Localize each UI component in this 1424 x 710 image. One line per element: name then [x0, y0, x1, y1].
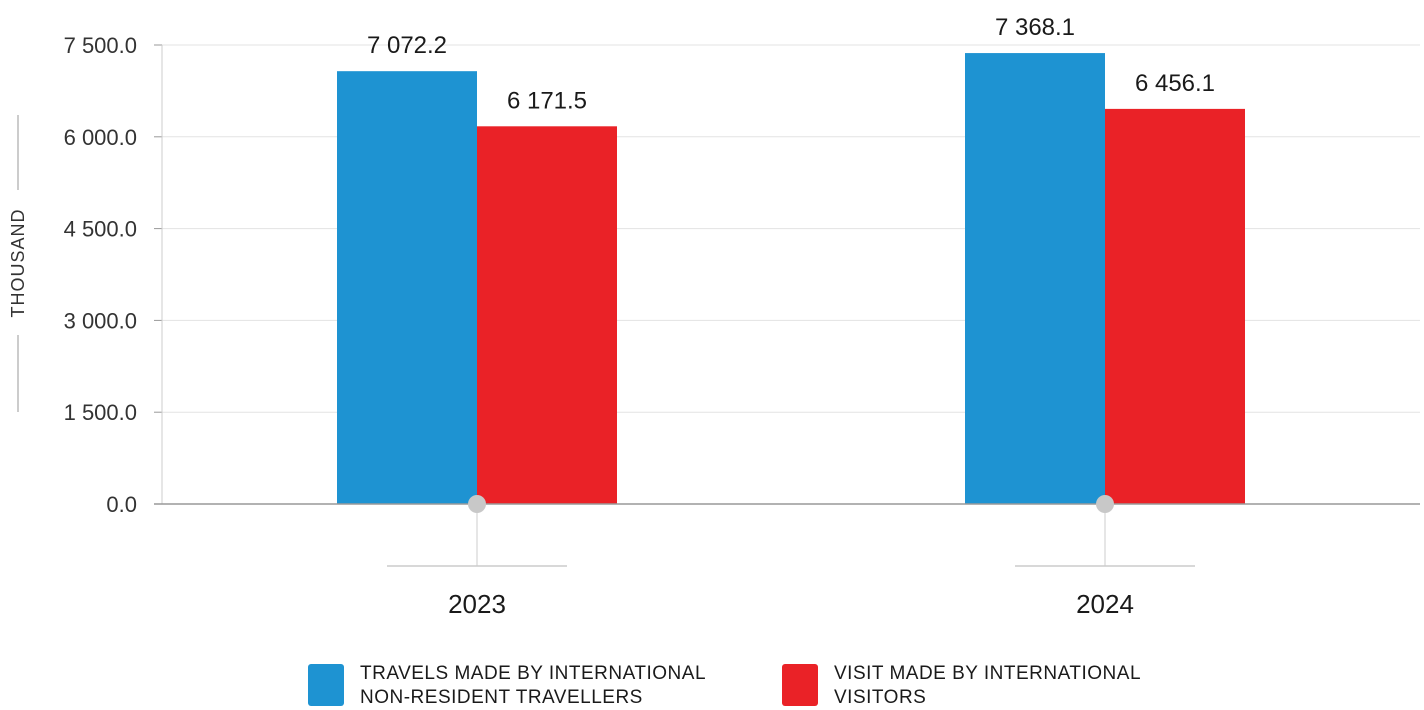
- y-tick-label: 1 500.0: [64, 400, 137, 425]
- legend-label-visits: VISIT MADE BY INTERNATIONAL VISITORS: [834, 663, 1142, 708]
- data-label: 6 171.5: [507, 87, 587, 114]
- y-tick-label: 6 000.0: [64, 125, 137, 150]
- bar[interactable]: [477, 126, 617, 504]
- bars: [337, 53, 1245, 505]
- bar[interactable]: [1105, 108, 1245, 504]
- x-axis-categories: 2023 2024: [387, 495, 1195, 619]
- data-label: 7 368.1: [995, 14, 1075, 41]
- x-category-label: 2023: [448, 589, 506, 619]
- y-axis-title: THOUSAND: [8, 208, 28, 317]
- category-marker-dot: [468, 495, 486, 513]
- data-label: 7 072.2: [367, 32, 447, 59]
- y-axis-ticks: 0.0 1 500.0 3 000.0 4 500.0 6 000.0 7 500.0: [64, 33, 162, 517]
- bar[interactable]: [965, 53, 1105, 505]
- bar[interactable]: [337, 71, 477, 504]
- legend-label-travels: TRAVELS MADE BY INTERNATIONAL NON-RESIDE…: [360, 663, 707, 708]
- y-tick-label: 7 500.0: [64, 33, 137, 58]
- x-category-label: 2024: [1076, 589, 1134, 619]
- legend-swatch-travels: [308, 664, 344, 706]
- data-labels: 7 072.2 6 171.5 7 368.1 6 456.1: [367, 14, 1215, 114]
- legend-swatch-visits: [782, 664, 818, 706]
- category-marker-dot: [1096, 495, 1114, 513]
- bar-chart: 0.0 1 500.0 3 000.0 4 500.0 6 000.0 7 500.0 T…: [8, 14, 1420, 619]
- legend-item-visits[interactable]: VISIT MADE BY INTERNATIONAL VISITORS: [782, 662, 1141, 710]
- y-tick-label: 3 000.0: [64, 308, 137, 333]
- y-axis-title-group: THOUSAND: [8, 115, 28, 412]
- legend-item-travels[interactable]: TRAVELS MADE BY INTERNATIONAL NON-RESIDE…: [308, 662, 706, 710]
- y-tick-label: 4 500.0: [64, 217, 137, 242]
- data-label: 6 456.1: [1135, 70, 1215, 97]
- y-tick-label: 0.0: [106, 492, 137, 517]
- legend: TRAVELS MADE BY INTERNATIONAL NON-RESIDE…: [0, 662, 1424, 709]
